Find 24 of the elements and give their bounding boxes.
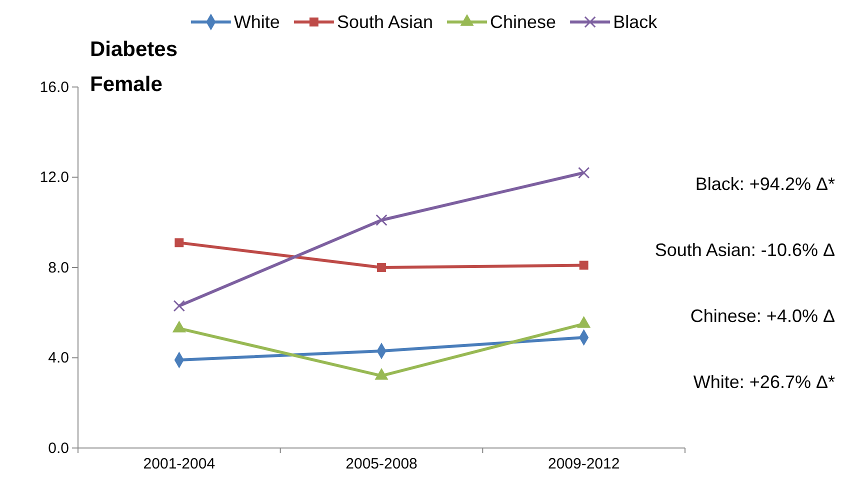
chart-subtitle: Female [90,73,162,96]
x-tick-label: 2001-2004 [143,456,216,473]
legend-label: Chinese [490,12,556,32]
point [578,166,590,179]
text: Black: +94.2% Δ* [695,174,835,194]
text: White: +26.7% Δ* [693,372,835,392]
x-tick-label: 2005-2008 [346,456,418,473]
y-tick-label: 8.0 [48,259,69,276]
point [174,238,184,248]
point [376,214,388,226]
chart-title: Diabetes [90,38,178,61]
y-tick-label: 0.0 [48,440,69,457]
text: Chinese: +4.0% Δ [690,306,835,326]
y-tick-label: 16.0 [40,78,69,96]
x-tick-label: 2009-2012 [548,456,620,473]
legend-label: South Asian [336,12,434,32]
legend-label: White [234,12,280,32]
point [173,300,186,312]
point [377,263,386,272]
y-tick-label: 12.0 [40,169,69,186]
y-tick-label: 4.0 [48,350,69,367]
point [579,260,588,270]
legend-label: Black [613,12,658,32]
annotation: South Asian: -10.6% Δ [654,240,835,260]
